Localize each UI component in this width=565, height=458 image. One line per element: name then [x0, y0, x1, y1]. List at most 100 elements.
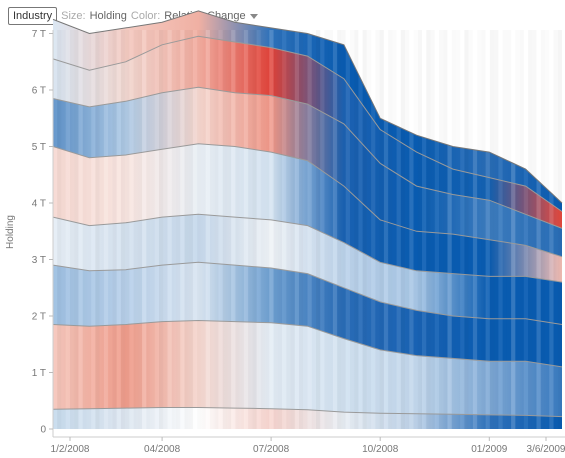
color-strip: [511, 30, 516, 429]
color-strip: [62, 30, 66, 429]
color-strip: [490, 30, 494, 429]
color-strip: [371, 30, 376, 429]
color-strip: [278, 30, 282, 429]
band-outline-8: [52, 10, 563, 204]
color-strip: [240, 30, 244, 429]
color-strip: [431, 30, 435, 429]
color-strip: [53, 30, 58, 429]
color-strip: [83, 30, 87, 429]
stream-band-7[interactable]: [53, 36, 562, 229]
color-strip: [299, 30, 303, 429]
color-strip: [252, 30, 257, 429]
color-strip: [227, 30, 231, 429]
color-strip: [134, 30, 138, 429]
color-strip: [541, 30, 545, 429]
stream-band-5[interactable]: [53, 143, 562, 283]
x-tick-label: 01/2009: [471, 444, 508, 455]
color-strip: [325, 30, 329, 429]
color-strip: [447, 30, 452, 429]
size-value[interactable]: Holding: [89, 10, 127, 22]
color-strip: [269, 30, 274, 429]
color-strip: [472, 30, 478, 429]
color-strip: [125, 30, 129, 429]
color-strip: [197, 30, 201, 429]
color-strip: [469, 30, 473, 429]
color-strip: [235, 30, 239, 429]
band-outline-4: [52, 213, 563, 283]
color-strip: [396, 30, 401, 429]
color-strip: [536, 30, 541, 429]
color-strip: [375, 30, 379, 429]
color-strip: [116, 30, 121, 429]
color-strip: [545, 30, 549, 429]
band-outline-7: [52, 35, 563, 212]
x-tick-label: 1/2/2008: [51, 444, 90, 455]
color-strip: [74, 30, 78, 429]
y-tick-label: 1 T: [32, 368, 46, 379]
band-outline-5: [52, 143, 563, 258]
band-outline-3: [52, 261, 563, 325]
color-strip: [434, 30, 440, 429]
x-tick-label: 10/2008: [362, 444, 399, 455]
stream-band-2[interactable]: [53, 320, 562, 417]
stream-band-1[interactable]: [53, 407, 562, 430]
x-tick-label: 07/2008: [253, 444, 290, 455]
color-strip: [193, 30, 198, 429]
color-strip: [316, 30, 321, 429]
color-strip: [332, 30, 338, 429]
color-strip: [405, 30, 409, 429]
color-strip: [503, 30, 507, 429]
color-strip: [392, 30, 396, 429]
color-strip: [452, 30, 456, 429]
color-strip: [256, 30, 261, 429]
industry-button[interactable]: Industry: [8, 7, 58, 25]
y-tick-label: 2 T: [32, 312, 46, 323]
color-strip: [202, 30, 206, 429]
color-strip: [520, 30, 524, 429]
color-strip: [485, 30, 490, 429]
y-tick-label: 7 T: [32, 29, 46, 40]
y-tick-label: 3 T: [32, 255, 46, 266]
color-strip: [460, 30, 465, 429]
color-strip: [121, 30, 125, 429]
color-strip: [329, 30, 333, 429]
color-strip: [439, 30, 443, 429]
y-tick-label: 0: [40, 425, 46, 436]
color-strip: [358, 30, 363, 429]
color-strip: [414, 30, 418, 429]
color-strip: [422, 30, 427, 429]
color-strip: [189, 30, 193, 429]
color-strip: [388, 30, 392, 429]
y-tick-label: 4 T: [32, 199, 46, 210]
color-strip: [383, 30, 389, 429]
color-strip: [554, 30, 558, 429]
color-strip: [532, 30, 536, 429]
color-strip: [142, 30, 147, 429]
x-tick-label: 3/6/2009: [527, 444, 565, 455]
color-strip: [163, 30, 167, 429]
color-strip: [558, 30, 562, 429]
color-strip: [172, 30, 176, 429]
stream-band-6[interactable]: [53, 87, 562, 257]
color-strip: [337, 30, 341, 429]
stream-band-4[interactable]: [53, 214, 562, 325]
color-strip: [494, 30, 498, 429]
color-strip: [129, 30, 134, 429]
stream-band-8[interactable]: [53, 10, 562, 212]
color-strip: [108, 30, 112, 429]
color-label: Color:: [130, 10, 161, 22]
color-strip: [523, 30, 529, 429]
color-strip: [367, 30, 371, 429]
color-strip: [464, 30, 468, 429]
color-strip: [78, 30, 83, 429]
color-strip: [345, 30, 350, 429]
color-strip: [57, 30, 61, 429]
color-strip: [159, 30, 163, 429]
stream-band-3[interactable]: [53, 262, 562, 367]
color-strip: [380, 30, 384, 429]
color-strip: [443, 30, 447, 429]
color-strip: [205, 30, 210, 429]
color-strip: [291, 30, 295, 429]
color-strip: [151, 30, 155, 429]
